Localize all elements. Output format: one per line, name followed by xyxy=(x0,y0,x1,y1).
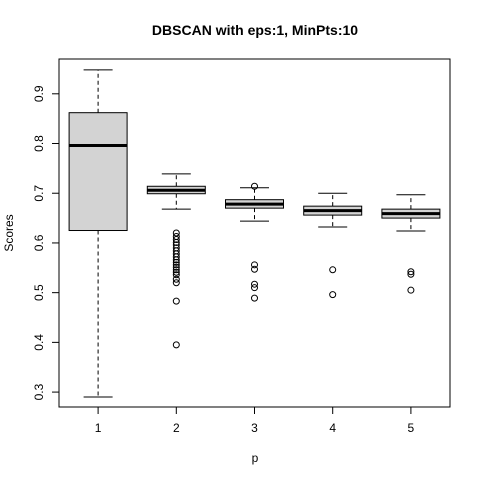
y-tick-label: 0.7 xyxy=(32,185,46,202)
outlier-point xyxy=(329,266,337,274)
outlier-point xyxy=(407,268,415,276)
outlier-point xyxy=(172,341,180,349)
outlier-point xyxy=(251,280,258,288)
y-tick-label: 0.4 xyxy=(32,334,46,351)
chart-title: DBSCAN with eps:1, MinPts:10 xyxy=(152,22,358,38)
x-tick-label: 1 xyxy=(95,421,102,435)
outlier-point xyxy=(251,265,258,273)
x-tick-label: 5 xyxy=(408,421,415,435)
y-axis: 0.3 0.4 0.5 0.6 0.7 0.8 0.9 xyxy=(32,85,60,400)
box-group-3 xyxy=(225,182,284,302)
outlier-point xyxy=(172,256,180,264)
y-tick-label: 0.8 xyxy=(32,135,46,152)
outlier-point xyxy=(172,258,180,266)
y-tick-label: 0.3 xyxy=(32,383,46,400)
x-tick-label: 2 xyxy=(173,421,180,435)
outlier-point xyxy=(172,235,180,243)
box-group-4 xyxy=(303,192,363,299)
x-tick-label: 3 xyxy=(251,421,258,435)
outlier-point xyxy=(172,263,180,271)
outlier-point xyxy=(251,284,258,292)
y-tick-label: 0.6 xyxy=(32,234,46,251)
outlier-point xyxy=(172,279,180,287)
outlier-point xyxy=(329,291,337,299)
outlier-point xyxy=(407,286,415,294)
box-group-5 xyxy=(381,194,441,294)
boxes-layer xyxy=(68,69,441,398)
plot-frame xyxy=(58,58,451,408)
outlier-point xyxy=(172,275,180,283)
x-tick-label: 4 xyxy=(329,421,336,435)
outlier-point xyxy=(172,271,180,279)
box xyxy=(68,112,128,232)
outlier-point xyxy=(251,261,258,269)
outlier-point xyxy=(251,182,258,190)
box-group-2 xyxy=(146,173,206,349)
outlier-point xyxy=(172,261,180,269)
x-axis: 1 2 3 4 5 xyxy=(95,406,415,435)
outlier-point xyxy=(172,268,180,276)
y-axis-label: Scores xyxy=(2,214,16,251)
y-tick-label: 0.9 xyxy=(32,85,46,102)
outlier-point xyxy=(172,297,180,305)
outlier-point xyxy=(172,238,180,246)
outlier-point xyxy=(172,266,180,274)
outlier-point xyxy=(251,294,258,302)
x-axis-label: p xyxy=(252,451,259,465)
outlier-point xyxy=(172,253,180,261)
y-tick-label: 0.5 xyxy=(32,284,46,301)
box-group-1 xyxy=(68,69,128,398)
outlier-point xyxy=(407,270,415,278)
